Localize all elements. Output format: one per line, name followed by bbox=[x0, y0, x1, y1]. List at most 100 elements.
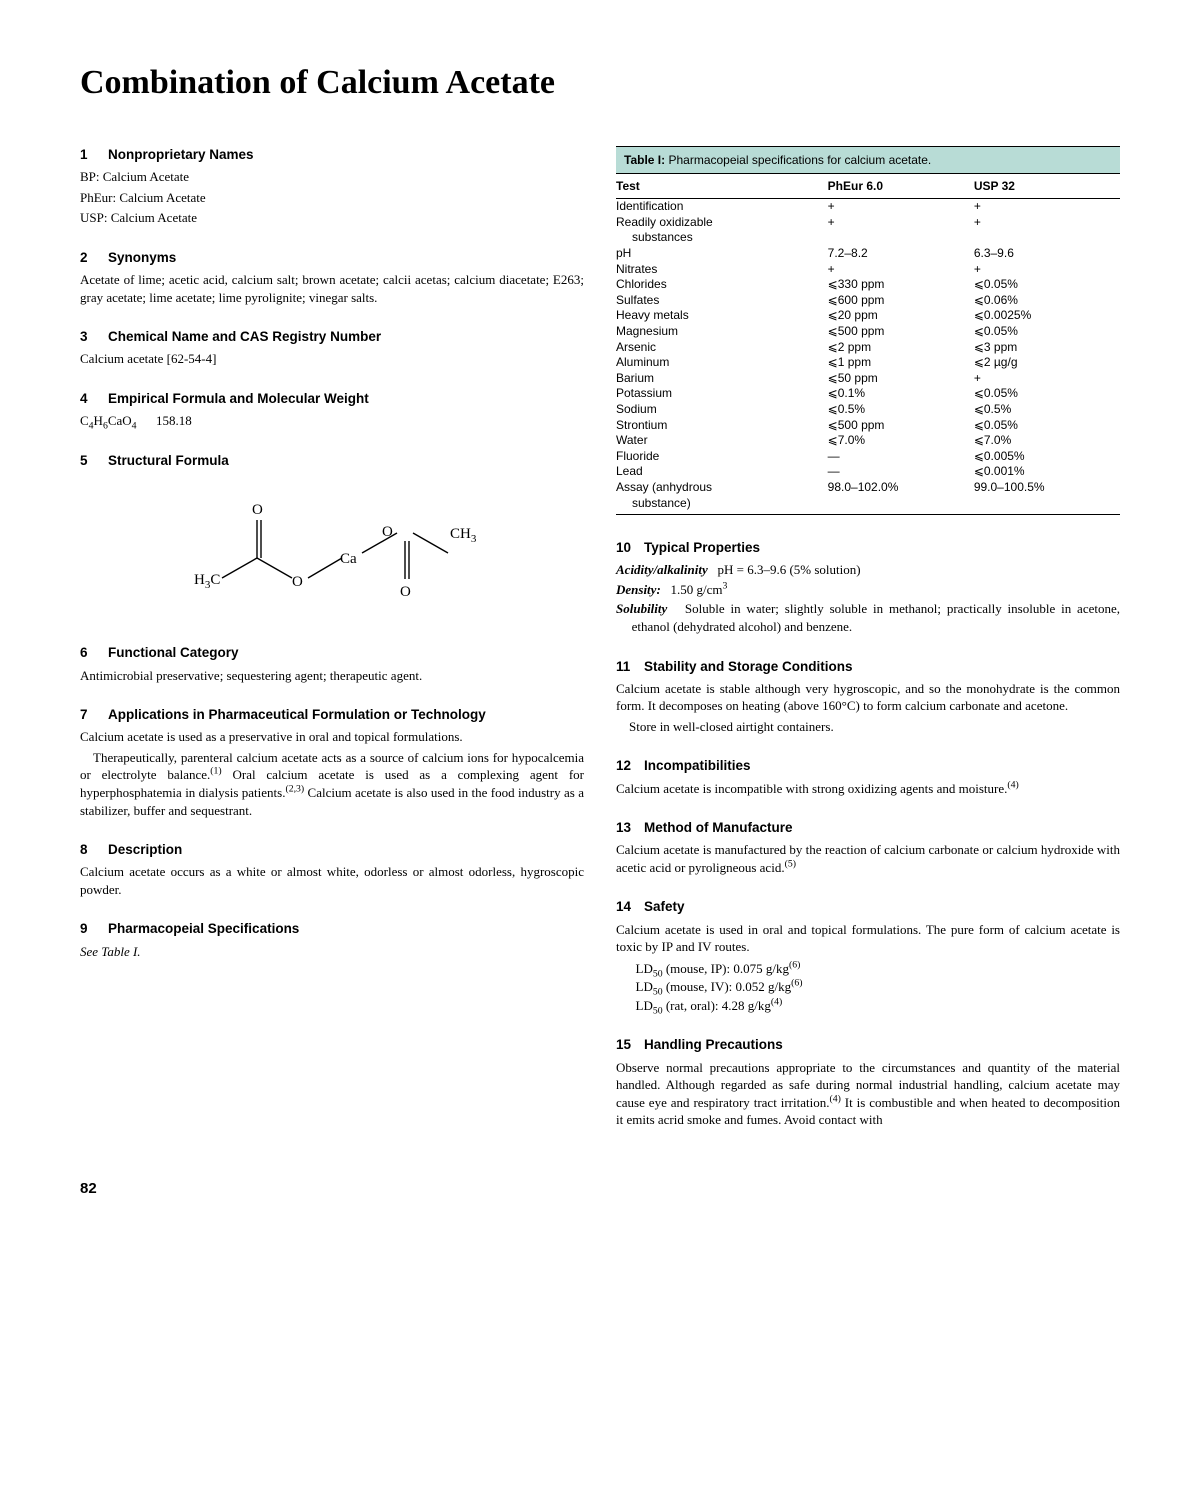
section-8: 8Description Calcium acetate occurs as a… bbox=[80, 841, 584, 898]
sec-title: Description bbox=[108, 841, 584, 859]
ld50-1: LD50 (mouse, IP): 0.075 g/kg(6) bbox=[636, 960, 1121, 978]
sec-title: Typical Properties bbox=[644, 539, 1120, 557]
sec-title: Safety bbox=[644, 898, 1120, 916]
svg-text:H3C: H3C bbox=[194, 572, 220, 591]
manufacture-body: Calcium acetate is manufactured by the r… bbox=[616, 841, 1120, 876]
sec-num: 5 bbox=[80, 452, 108, 470]
table-row: Assay (anhydroussubstance)98.0–102.0%99.… bbox=[616, 480, 1120, 515]
sec-title: Handling Precautions bbox=[644, 1036, 1120, 1054]
table-row: Potassium⩽0.1%⩽0.05% bbox=[616, 386, 1120, 402]
table-row: Identification++ bbox=[616, 199, 1120, 215]
sec-num: 9 bbox=[80, 920, 108, 938]
sec-title: Synonyms bbox=[108, 249, 584, 267]
sec-num: 15 bbox=[616, 1036, 644, 1054]
prop-density: Density: 1.50 g/cm3 bbox=[616, 581, 1120, 599]
sec-num: 12 bbox=[616, 757, 644, 775]
svg-text:Ca: Ca bbox=[340, 551, 357, 567]
page-title: Combination of Calcium Acetate bbox=[60, 60, 1140, 106]
section-12: 12Incompatibilities Calcium acetate is i… bbox=[616, 757, 1120, 797]
synonyms-body: Acetate of lime; acetic acid, calcium sa… bbox=[80, 271, 584, 306]
stability-p2: Store in well-closed airtight containers… bbox=[616, 718, 1120, 736]
th-pheur: PhEur 6.0 bbox=[828, 174, 974, 199]
ld50-2: LD50 (mouse, IV): 0.052 g/kg(6) bbox=[636, 978, 1121, 996]
sec-title: Stability and Storage Conditions bbox=[644, 658, 1120, 676]
table-row: Aluminum⩽1 ppm⩽2 µg/g bbox=[616, 355, 1120, 371]
table-row: Magnesium⩽500 ppm⩽0.05% bbox=[616, 324, 1120, 340]
th-test: Test bbox=[616, 174, 828, 199]
section-6: 6Functional Category Antimicrobial prese… bbox=[80, 644, 584, 684]
sec-num: 10 bbox=[616, 539, 644, 557]
section-5: 5Structural Formula bbox=[80, 452, 584, 623]
table-row: Barium⩽50 ppm+ bbox=[616, 371, 1120, 387]
applications-p1: Calcium acetate is used as a preservativ… bbox=[80, 728, 584, 746]
safety-p1: Calcium acetate is used in oral and topi… bbox=[616, 921, 1120, 956]
section-14: 14Safety Calcium acetate is used in oral… bbox=[616, 898, 1120, 1014]
structural-formula-diagram: H3C O O Ca O O CH3 bbox=[80, 478, 584, 623]
functional-body: Antimicrobial preservative; sequestering… bbox=[80, 667, 584, 685]
nonprop-bp: BP: Calcium Acetate bbox=[80, 168, 584, 186]
left-column: 1Nonproprietary Names BP: Calcium Acetat… bbox=[80, 146, 584, 1151]
sec-num: 3 bbox=[80, 328, 108, 346]
cas-body: Calcium acetate [62-54-4] bbox=[80, 350, 584, 368]
incompat-body: Calcium acetate is incompatible with str… bbox=[616, 780, 1120, 798]
table-row: Sodium⩽0.5%⩽0.5% bbox=[616, 402, 1120, 418]
sec-num: 4 bbox=[80, 390, 108, 408]
svg-text:CH3: CH3 bbox=[450, 526, 477, 545]
spec-table: Table I: Pharmacopeial specifications fo… bbox=[616, 146, 1120, 515]
th-usp: USP 32 bbox=[974, 174, 1120, 199]
mw: 158.18 bbox=[156, 413, 192, 428]
table-row: Heavy metals⩽20 ppm⩽0.0025% bbox=[616, 308, 1120, 324]
sec-num: 7 bbox=[80, 706, 108, 724]
section-3: 3Chemical Name and CAS Registry Number C… bbox=[80, 328, 584, 368]
table-row: Nitrates++ bbox=[616, 262, 1120, 278]
sec-num: 11 bbox=[616, 658, 644, 676]
ld50-list: LD50 (mouse, IP): 0.075 g/kg(6) LD50 (mo… bbox=[636, 960, 1121, 1015]
sec-title: Structural Formula bbox=[108, 452, 584, 470]
description-body: Calcium acetate occurs as a white or alm… bbox=[80, 863, 584, 898]
empirical-formula: C4H6CaO4 158.18 bbox=[80, 412, 584, 430]
nonprop-usp: USP: Calcium Acetate bbox=[80, 209, 584, 227]
section-2: 2Synonyms Acetate of lime; acetic acid, … bbox=[80, 249, 584, 306]
section-10: 10Typical Properties Acidity/alkalinity … bbox=[616, 539, 1120, 635]
table-row: Lead—⩽0.001% bbox=[616, 464, 1120, 480]
applications-p2: Therapeutically, parenteral calcium acet… bbox=[80, 749, 584, 819]
sec-num: 13 bbox=[616, 819, 644, 837]
section-7: 7Applications in Pharmaceutical Formulat… bbox=[80, 706, 584, 819]
table-row: Sulfates⩽600 ppm⩽0.06% bbox=[616, 293, 1120, 309]
sec-title: Empirical Formula and Molecular Weight bbox=[108, 390, 584, 408]
svg-text:O: O bbox=[382, 524, 393, 540]
stability-p1: Calcium acetate is stable although very … bbox=[616, 680, 1120, 715]
section-11: 11Stability and Storage Conditions Calci… bbox=[616, 658, 1120, 736]
sec-num: 6 bbox=[80, 644, 108, 662]
table-row: Readily oxidizablesubstances++ bbox=[616, 215, 1120, 246]
table-row: Chlorides⩽330 ppm⩽0.05% bbox=[616, 277, 1120, 293]
table-row: Water⩽7.0%⩽7.0% bbox=[616, 433, 1120, 449]
right-column: Table I: Pharmacopeial specifications fo… bbox=[616, 146, 1120, 1151]
table-row: Strontium⩽500 ppm⩽0.05% bbox=[616, 418, 1120, 434]
sec-title: Chemical Name and CAS Registry Number bbox=[108, 328, 584, 346]
section-9: 9Pharmacopeial Specifications See Table … bbox=[80, 920, 584, 960]
nonprop-pheur: PhEur: Calcium Acetate bbox=[80, 189, 584, 207]
sec-title: Pharmacopeial Specifications bbox=[108, 920, 584, 938]
prop-solubility: Solubility Soluble in water; slightly so… bbox=[616, 600, 1120, 635]
sec-title: Functional Category bbox=[108, 644, 584, 662]
sec-num: 2 bbox=[80, 249, 108, 267]
content-columns: 1Nonproprietary Names BP: Calcium Acetat… bbox=[60, 146, 1140, 1151]
table-row: Arsenic⩽2 ppm⩽3 ppm bbox=[616, 340, 1120, 356]
section-1: 1Nonproprietary Names BP: Calcium Acetat… bbox=[80, 146, 584, 227]
table-row: pH7.2–8.26.3–9.6 bbox=[616, 246, 1120, 262]
ld50-3: LD50 (rat, oral): 4.28 g/kg(4) bbox=[636, 997, 1121, 1015]
pharmacopeial-body: See Table I. bbox=[80, 943, 584, 961]
sec-title: Nonproprietary Names bbox=[108, 146, 584, 164]
svg-text:O: O bbox=[400, 584, 411, 600]
svg-text:O: O bbox=[252, 502, 263, 518]
sec-num: 1 bbox=[80, 146, 108, 164]
sec-num: 14 bbox=[616, 898, 644, 916]
svg-text:O: O bbox=[292, 574, 303, 590]
section-15: 15Handling Precautions Observe normal pr… bbox=[616, 1036, 1120, 1128]
table-caption: Table I: Pharmacopeial specifications fo… bbox=[616, 146, 1120, 173]
page-number: 82 bbox=[60, 1179, 1140, 1199]
sec-title: Applications in Pharmaceutical Formulati… bbox=[108, 706, 584, 724]
section-13: 13Method of Manufacture Calcium acetate … bbox=[616, 819, 1120, 876]
sec-title: Method of Manufacture bbox=[644, 819, 1120, 837]
